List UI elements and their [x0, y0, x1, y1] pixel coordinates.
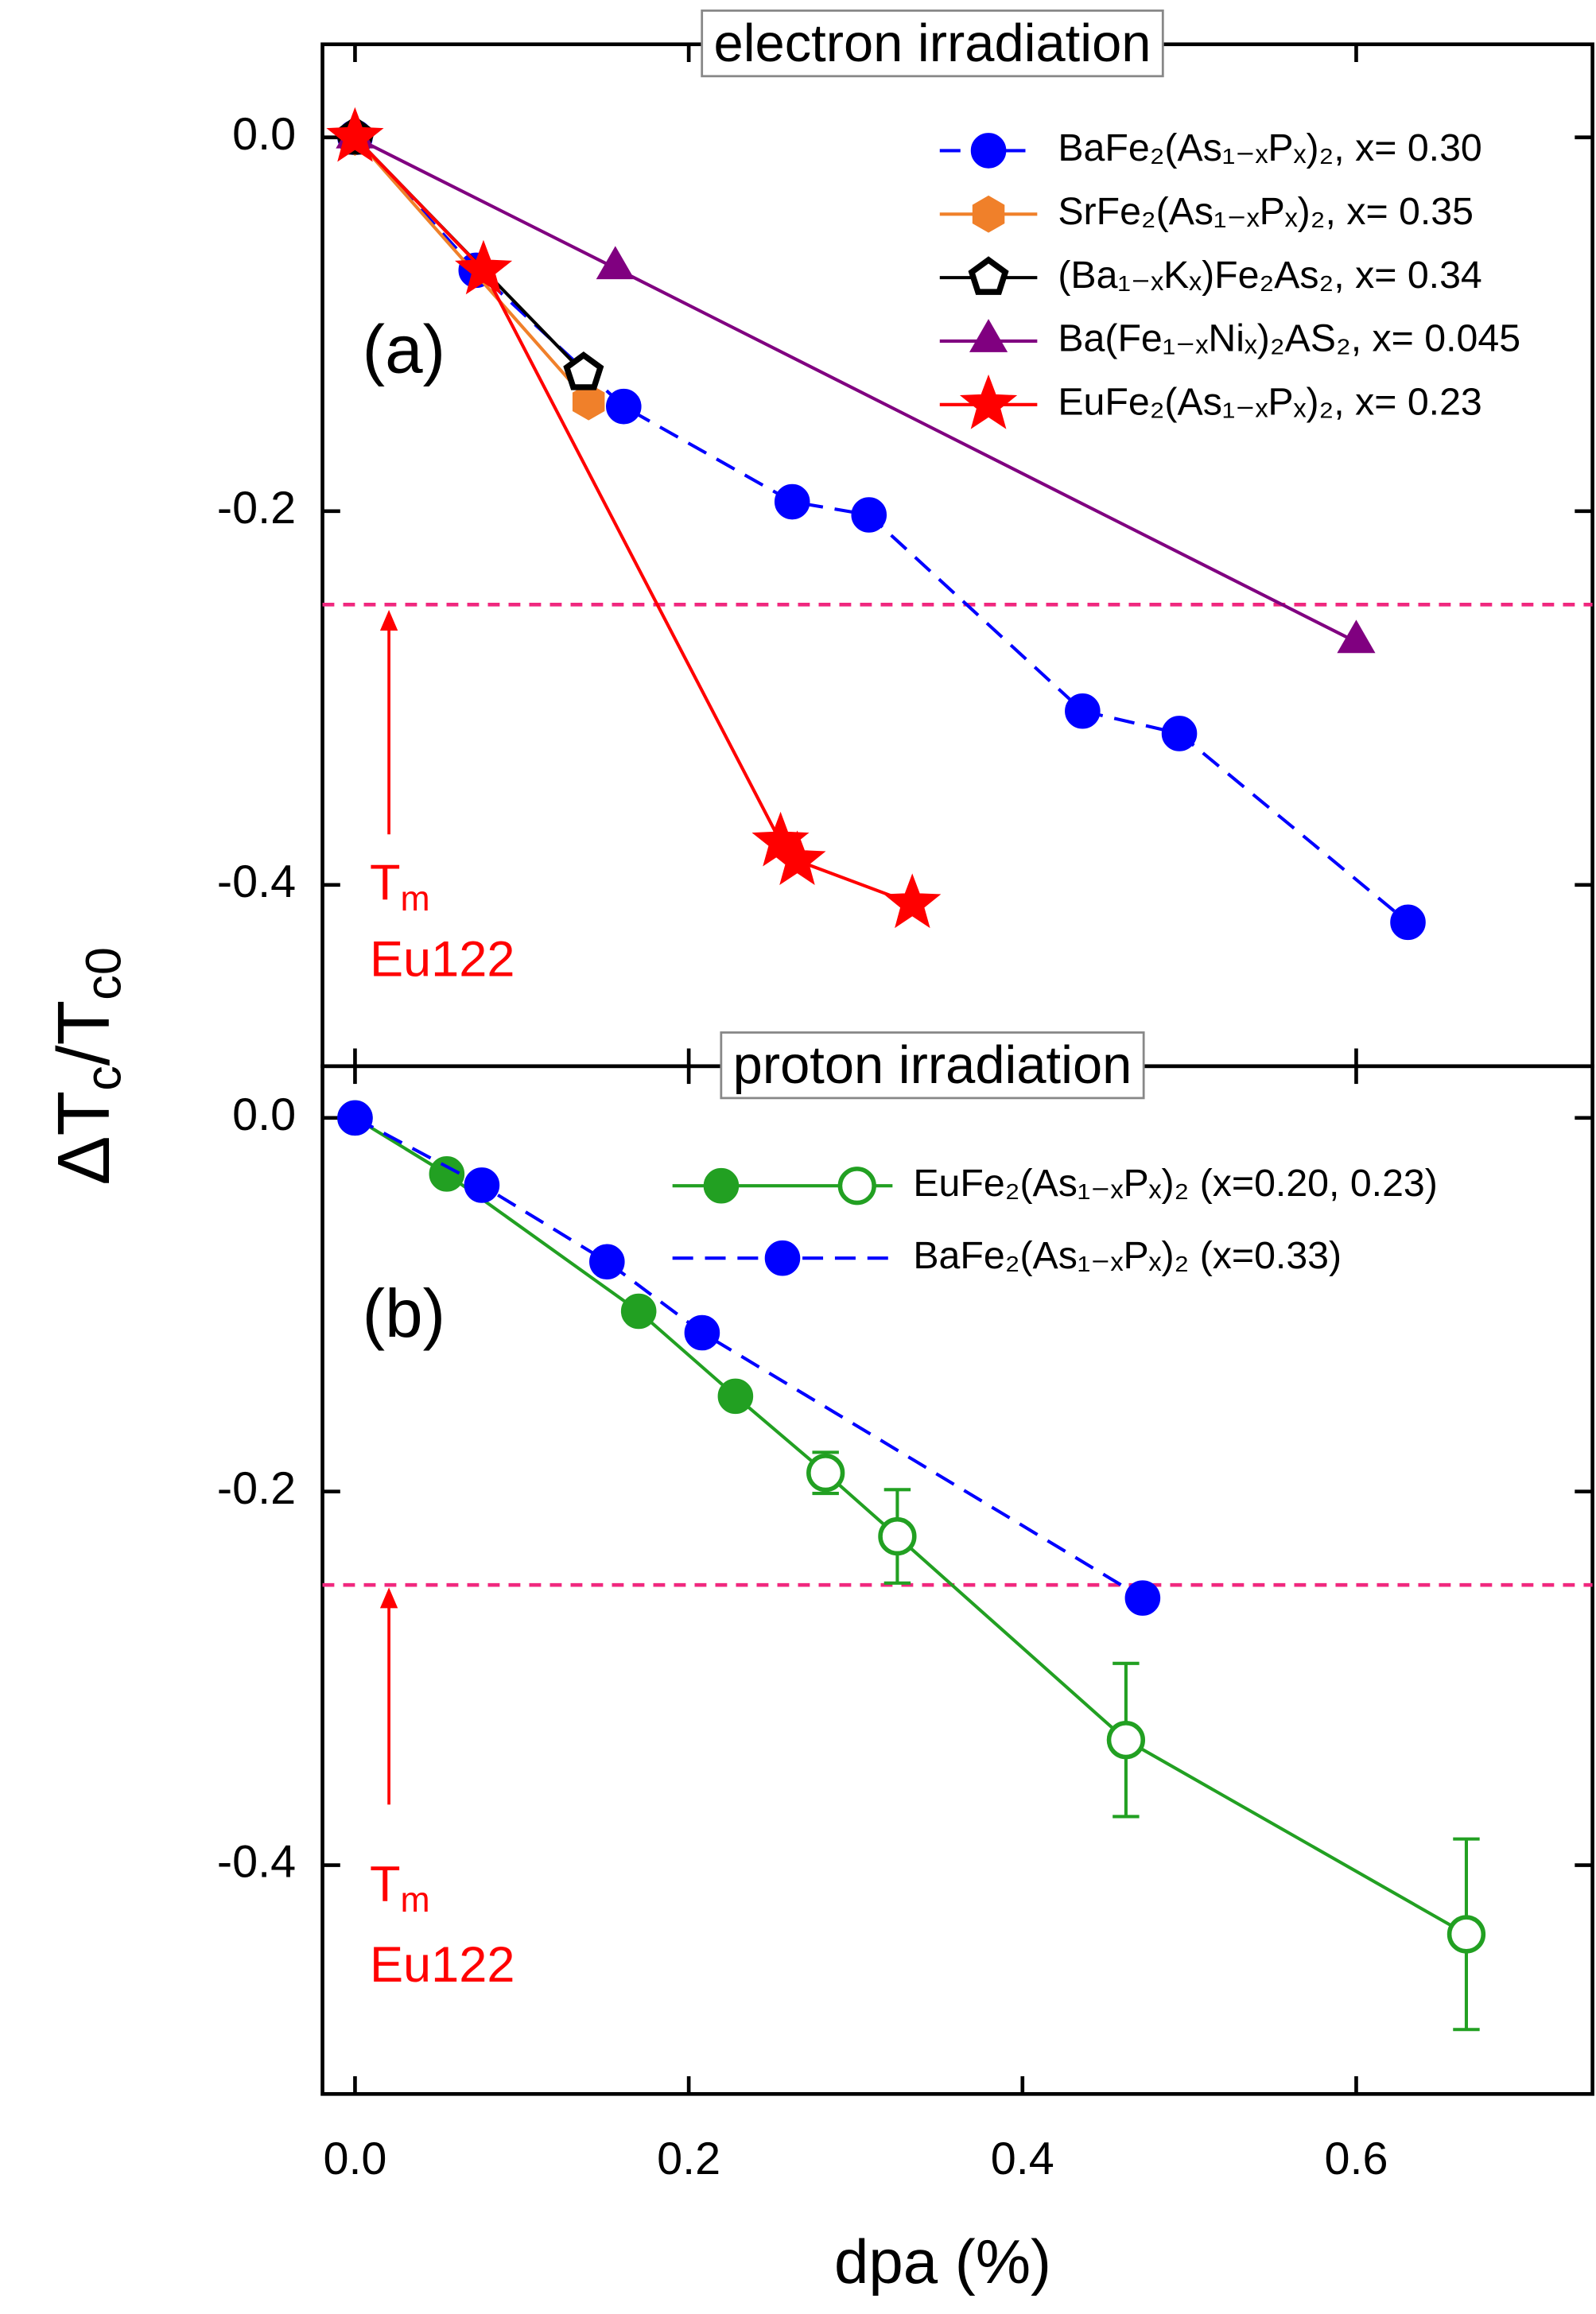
x-tick-label: 0.6 — [1324, 2133, 1388, 2184]
marker — [326, 107, 384, 162]
marker — [1106, 1720, 1146, 1760]
y-tick-label: -0.2 — [217, 483, 296, 534]
annotation-part: T — [370, 1856, 401, 1912]
marker — [1337, 619, 1376, 654]
marker — [1390, 904, 1426, 941]
title-box — [720, 1031, 1145, 1100]
marker — [464, 1167, 500, 1203]
marker — [620, 1293, 657, 1330]
annotation: Tm — [370, 855, 430, 918]
marker — [455, 239, 513, 295]
marker — [429, 1156, 465, 1192]
marker — [596, 246, 635, 280]
annotation: Eu122 — [370, 931, 515, 987]
marker — [1446, 1915, 1486, 1954]
marker — [969, 319, 1008, 352]
annotation: Tm — [370, 1856, 430, 1920]
marker — [837, 1167, 876, 1206]
y-axis-label-part: c — [76, 1066, 131, 1091]
x-axis-label: dpa (%) — [834, 2227, 1051, 2297]
marker — [563, 351, 604, 390]
marker — [959, 374, 1018, 429]
marker — [774, 483, 810, 520]
marker — [572, 382, 605, 421]
legend-label: EuFe₂(As₁₋ₓPₓ)₂ (x=0.20, 0.23) — [913, 1162, 1438, 1205]
marker — [878, 1516, 917, 1556]
annotation-part: T — [370, 855, 401, 910]
panel-title: proton irradiation — [733, 1035, 1132, 1095]
arrow-head — [379, 609, 398, 631]
legend-label: SrFe₂(As₁₋ₓPₓ)₂, x= 0.35 — [1058, 190, 1474, 233]
marker — [883, 873, 942, 929]
y-axis-label-part: c0 — [76, 947, 131, 1000]
y-tick-label: 0.0 — [232, 109, 296, 160]
marker — [589, 1244, 625, 1280]
marker — [1124, 1580, 1161, 1616]
marker — [717, 1378, 754, 1415]
annotation-part: m — [401, 879, 430, 918]
marker — [806, 1454, 845, 1493]
marker — [968, 256, 1009, 295]
marker — [972, 195, 1005, 233]
panel-label: (b) — [363, 1276, 445, 1352]
legend-label: BaFe₂(As₁₋ₓPₓ)₂, x= 0.30 — [1058, 126, 1481, 169]
marker — [851, 497, 887, 533]
annotation: Eu122 — [370, 1937, 515, 1993]
panel-title: electron irradiation — [714, 14, 1151, 73]
marker — [703, 1167, 740, 1204]
y-axis-label: ΔTc/Tc0 — [42, 947, 131, 1185]
legend-label: (Ba₁₋ₓKₓ)Fe₂As₂, x= 0.34 — [1058, 254, 1481, 297]
legend-label: BaFe₂(As₁₋ₓPₓ)₂ (x=0.33) — [913, 1234, 1342, 1277]
marker — [1161, 716, 1198, 751]
marker — [605, 388, 642, 425]
marker — [768, 830, 826, 886]
marker — [337, 1100, 373, 1136]
y-tick-label: -0.4 — [217, 856, 296, 907]
x-tick-label: 0.0 — [323, 2133, 386, 2184]
series-line — [353, 136, 913, 906]
x-tick-label: 0.2 — [657, 2133, 720, 2184]
y-axis-label-part: ΔT — [42, 1091, 125, 1186]
marker — [970, 133, 1007, 169]
marker — [684, 1314, 720, 1351]
legend-label: Ba(Fe₁₋ₓNiₓ)₂AS₂, x= 0.045 — [1058, 317, 1520, 360]
x-tick-label: 0.4 — [991, 2133, 1054, 2184]
title-box — [701, 9, 1164, 78]
marker — [764, 1240, 801, 1276]
y-tick-label: -0.2 — [217, 1463, 296, 1514]
legend-label: EuFe₂(As₁₋ₓPₓ)₂, x= 0.23 — [1058, 381, 1481, 424]
annotation-part: m — [401, 1881, 430, 1920]
marker — [1065, 693, 1101, 729]
y-axis-label-part: /T — [42, 1000, 125, 1066]
y-tick-label: -0.4 — [217, 1837, 296, 1888]
arrow-head — [379, 1587, 398, 1609]
panel-label: (a) — [363, 312, 445, 387]
y-tick-label: 0.0 — [232, 1089, 296, 1140]
